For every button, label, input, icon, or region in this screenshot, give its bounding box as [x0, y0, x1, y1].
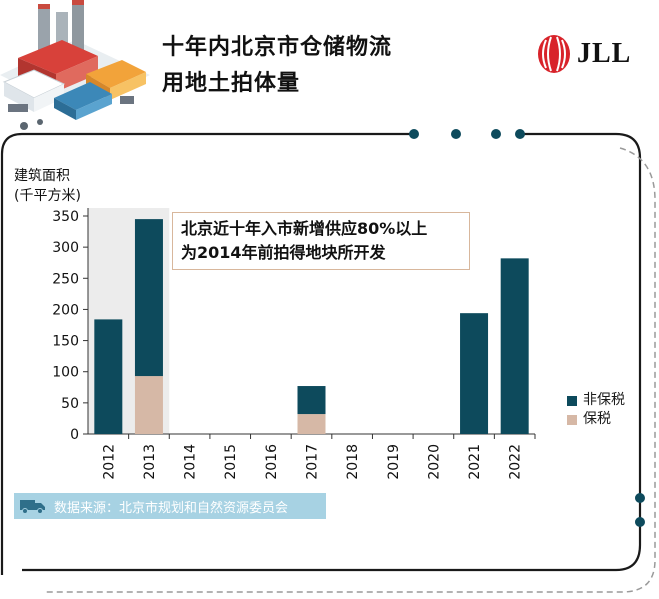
x-tick-label: 2020	[426, 444, 442, 480]
y-tick-label: 200	[52, 302, 79, 318]
frame-dot	[635, 493, 645, 503]
y-tick-label: 100	[52, 365, 79, 381]
x-tick-label: 2014	[183, 444, 199, 480]
source-text: 数据来源：北京市规划和自然资源委员会	[54, 500, 289, 516]
x-tick-label: 2021	[467, 444, 483, 480]
y-axis-label-line-2: (千平方米)	[14, 188, 81, 204]
frame-dot	[451, 129, 461, 139]
legend-swatch	[567, 414, 577, 425]
jll-logo-icon	[538, 35, 570, 73]
source-bar: 数据来源：北京市规划和自然资源委员会	[14, 493, 326, 519]
jll-logo: JLL	[537, 34, 631, 74]
y-axis-label: 建筑面积 (千平方米)	[14, 166, 81, 206]
x-tick-label: 2013	[142, 444, 158, 480]
frame-dot	[515, 129, 525, 139]
legend-label: 非保税	[583, 392, 625, 408]
annotation-line-2: 为2014年前拍得地块所开发	[181, 243, 386, 262]
bar-2017-保税	[297, 414, 326, 434]
bar-2013-非保税	[134, 219, 163, 377]
warehouse-illustration-icon	[0, 0, 150, 130]
y-tick-label: 300	[52, 240, 79, 256]
bar-2012-非保税	[94, 319, 123, 434]
annotation-line-1: 北京近十年入市新增供应80%以上	[181, 219, 428, 238]
x-tick-label: 2016	[264, 444, 280, 480]
legend-label: 保税	[583, 411, 611, 427]
y-tick-label: 250	[52, 271, 79, 287]
y-tick-label: 0	[70, 427, 79, 443]
bar-2017-非保税	[297, 386, 326, 415]
title-line-2: 用地土拍体量	[162, 71, 301, 96]
y-tick-label: 50	[61, 396, 79, 412]
x-tick-label: 2019	[386, 444, 402, 480]
frame-dot	[491, 129, 501, 139]
bar-2022-非保税	[500, 258, 529, 434]
chart-title: 十年内北京市仓储物流 用地土拍体量	[162, 30, 392, 102]
annotation-box: 北京近十年入市新增供应80%以上 为2014年前拍得地块所开发	[172, 212, 470, 270]
legend-item: 非保税	[567, 391, 625, 410]
title-line-1: 十年内北京市仓储物流	[162, 35, 393, 60]
x-tick-label: 2022	[508, 444, 524, 480]
legend: 非保税 保税	[567, 391, 625, 429]
y-tick-label: 150	[52, 334, 79, 350]
y-tick-label: 350	[52, 209, 79, 225]
y-axis-label-line-1: 建筑面积	[14, 168, 70, 184]
frame-dot	[409, 129, 419, 139]
bar-2021-非保税	[460, 313, 489, 434]
legend-item: 保税	[567, 410, 625, 429]
legend-swatch	[567, 395, 577, 406]
bar-2013-保税	[134, 376, 163, 434]
x-tick-label: 2012	[101, 444, 117, 480]
x-tick-label: 2017	[305, 444, 321, 480]
x-tick-label: 2015	[223, 444, 239, 480]
truck-icon	[20, 500, 45, 514]
frame-dot	[635, 517, 645, 527]
logo-text: JLL	[577, 38, 632, 69]
x-tick-label: 2018	[345, 444, 361, 480]
